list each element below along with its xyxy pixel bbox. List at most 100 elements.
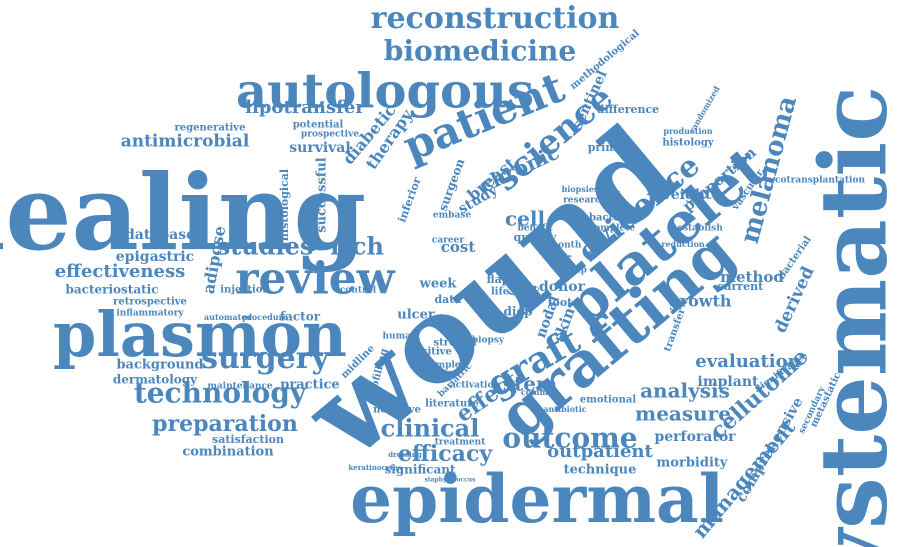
word-follow: follow bbox=[596, 188, 621, 197]
word-reduction: reduction bbox=[661, 239, 705, 249]
word-emotional: emotional bbox=[580, 395, 636, 406]
word-technology: technology bbox=[134, 377, 307, 410]
word-human: human bbox=[383, 332, 418, 342]
word-primary: primary bbox=[588, 141, 637, 154]
word-perforator: perforator bbox=[654, 429, 736, 445]
word-research: research bbox=[563, 196, 607, 206]
word-surgery: surgery bbox=[201, 341, 330, 376]
word-implant: implant bbox=[698, 374, 759, 390]
word-dressing: dressing bbox=[388, 450, 422, 459]
word-cotransplantation: cotransplantation bbox=[775, 176, 865, 186]
word-studies: studies bbox=[217, 232, 314, 261]
word-preparation: preparation bbox=[152, 411, 298, 437]
word-practice: practice bbox=[280, 378, 339, 393]
word-effectiveness: effectiveness bbox=[55, 261, 186, 282]
word-diep: diep bbox=[504, 305, 533, 319]
word-autologous: autologous bbox=[236, 64, 534, 120]
word-literature: literature bbox=[425, 399, 479, 410]
word-analysis: analysis bbox=[640, 379, 730, 403]
word-donor: donor bbox=[539, 279, 586, 295]
word-antibiotic: antibiotic bbox=[543, 404, 586, 414]
word-measure: measure bbox=[635, 402, 731, 426]
separator-dot bbox=[345, 245, 351, 251]
word-week: week bbox=[419, 277, 458, 292]
word-morbidity: morbidity bbox=[657, 456, 728, 471]
word-stromal: stromal bbox=[433, 338, 476, 349]
word-complete: complete bbox=[589, 224, 636, 234]
word-injection: injection bbox=[220, 285, 270, 296]
separator-dot bbox=[310, 245, 316, 251]
word-potential: potential bbox=[293, 120, 344, 131]
word-month: month bbox=[549, 241, 582, 251]
word-outpatient: outpatient bbox=[547, 441, 653, 462]
word-inferior: inferior bbox=[395, 175, 423, 224]
word-establish: establish bbox=[677, 224, 723, 234]
word-ulcer: ulcer bbox=[397, 308, 435, 323]
word-life: life bbox=[491, 287, 509, 298]
word-bacteriostatic: bacteriostatic bbox=[65, 283, 158, 297]
word-common: common bbox=[521, 387, 559, 397]
word-benefit: benefit bbox=[518, 224, 554, 234]
word-growth: growth bbox=[668, 292, 731, 311]
word-prospective: prospective bbox=[301, 130, 359, 140]
word-procedure: procedure bbox=[242, 312, 288, 322]
word-antimicrobial: antimicrobial bbox=[121, 132, 250, 152]
word-method: method bbox=[720, 268, 784, 286]
word-significant: significant bbox=[384, 463, 456, 477]
word-satisfaction: satisfaction bbox=[212, 433, 284, 446]
word-weight: weight bbox=[658, 187, 712, 203]
word-histological: histological bbox=[278, 169, 291, 241]
word-bacteria: bacteria bbox=[589, 213, 636, 224]
word-successful: successful bbox=[315, 157, 330, 233]
word-staphylococcus: staphylococcus bbox=[424, 477, 476, 484]
word-activation: activation bbox=[450, 381, 501, 391]
word-cost: cost bbox=[441, 238, 476, 256]
word-positive: positive bbox=[408, 347, 452, 358]
word-maintenance: maintenance bbox=[207, 382, 273, 392]
word-career: career bbox=[432, 236, 465, 246]
word-regenerative: regenerative bbox=[175, 123, 246, 134]
word-efficacy: efficacy bbox=[398, 441, 493, 467]
word-factor: factor bbox=[280, 310, 321, 324]
word-biopsy: biopsy bbox=[472, 336, 505, 346]
word-current: current bbox=[717, 280, 764, 293]
word-single: single bbox=[548, 252, 572, 261]
word-systematic: systematic bbox=[800, 86, 900, 547]
word-quality: quality bbox=[514, 231, 557, 244]
word-stem: stem bbox=[503, 372, 557, 396]
word-reconstruction: reconstruction bbox=[371, 1, 620, 36]
word-embase: embase bbox=[433, 211, 471, 221]
word-histology: histology bbox=[662, 138, 714, 149]
word-data: data bbox=[434, 293, 461, 306]
word-epidermal: epidermal bbox=[350, 460, 724, 538]
word-difference: difference bbox=[597, 103, 659, 116]
word-group: group bbox=[557, 266, 587, 276]
word-lipotransfer: lipotransfer bbox=[245, 97, 365, 118]
word-healing: healing bbox=[0, 151, 366, 274]
word-keratinocytes: keratinocytes bbox=[348, 463, 401, 472]
word-flap: flap bbox=[487, 273, 510, 286]
word-review: review bbox=[235, 254, 395, 305]
word-cell: cell bbox=[505, 207, 546, 231]
word-rich: rich bbox=[330, 232, 384, 261]
word-treatment: treatment bbox=[435, 438, 486, 448]
word-biomedicine: biomedicine bbox=[384, 35, 576, 68]
word-control: control bbox=[340, 286, 377, 296]
word-negative: negative bbox=[373, 405, 421, 416]
word-inflammatory: inflammatory bbox=[116, 309, 184, 319]
word-background: background bbox=[116, 358, 203, 373]
word-outcome: outcome bbox=[502, 422, 637, 455]
word-retrospective: retrospective bbox=[113, 297, 187, 308]
word-automated: automated bbox=[204, 312, 252, 322]
word-technique: technique bbox=[564, 463, 637, 478]
word-evaluation: evaluation bbox=[695, 351, 800, 372]
word-epigastric: epigastric bbox=[116, 249, 194, 265]
word-production: production bbox=[663, 126, 712, 136]
word-complex: complex bbox=[424, 361, 466, 371]
word-combination: combination bbox=[182, 445, 274, 460]
word-dermatology: dermatology bbox=[113, 373, 198, 387]
word-database: database bbox=[125, 227, 195, 243]
word-survival: survival bbox=[289, 140, 350, 156]
word-biopsies: biopsies bbox=[562, 184, 599, 194]
